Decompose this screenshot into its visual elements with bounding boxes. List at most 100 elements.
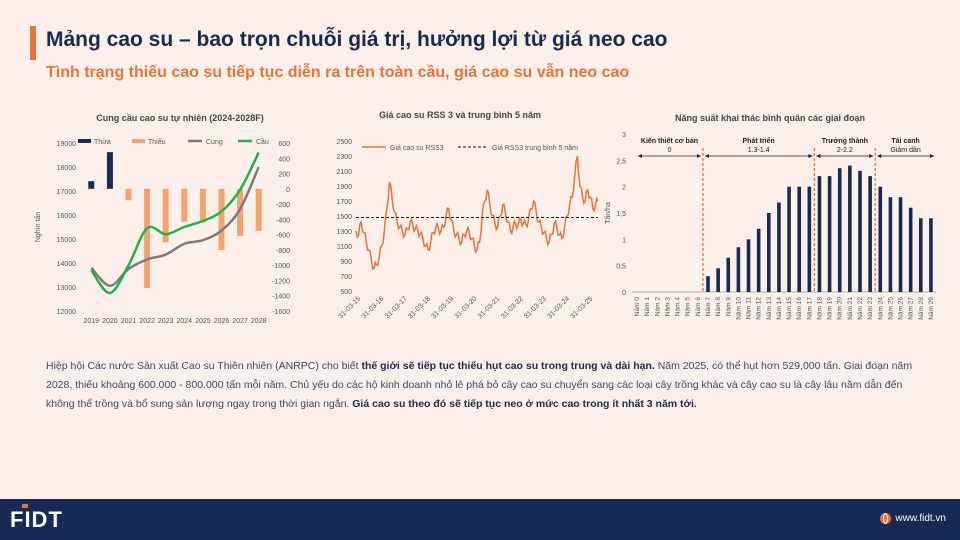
x-tick-label: 31-03-25 bbox=[570, 295, 595, 320]
x-tick-label: 2024 bbox=[177, 318, 193, 325]
website-link[interactable]: www.fidt.vn bbox=[880, 513, 946, 524]
yield-bar bbox=[716, 268, 720, 292]
y-axis-label: Nghìn tấn bbox=[33, 212, 42, 242]
y-tick-label: 1500 bbox=[336, 214, 352, 221]
x-tick-label: 31-03-20 bbox=[454, 295, 479, 320]
x-tick-label: 2020 bbox=[102, 318, 118, 325]
left-tick-label: 13000 bbox=[57, 285, 77, 292]
x-tick-label: 2021 bbox=[121, 318, 137, 325]
x-tick-label: Năm 7 bbox=[705, 297, 712, 317]
x-tick-label: 31-03-23 bbox=[523, 295, 548, 320]
x-tick-label: 31-03-19 bbox=[430, 295, 455, 320]
yield-bar bbox=[746, 239, 751, 292]
body-text-2: Năm 2025, có thể hụt hơn 529,000 tấn. Gi… bbox=[46, 360, 913, 410]
deficit-bar bbox=[181, 188, 188, 222]
y-axis-label: Tấn/ha bbox=[603, 202, 612, 224]
x-tick-label: Năm 4 bbox=[675, 297, 682, 317]
x-tick-label: 2028 bbox=[251, 318, 267, 325]
x-tick-label: Năm 14 bbox=[776, 297, 783, 320]
x-tick-label: Năm 23 bbox=[867, 297, 874, 320]
legend-label: Giá cao su RSS3 bbox=[390, 145, 444, 152]
y-tick-label: 1700 bbox=[336, 199, 352, 206]
x-tick-label: Năm 5 bbox=[685, 297, 692, 317]
y-tick-label: 2300 bbox=[336, 154, 352, 161]
y-tick-label: 1900 bbox=[336, 184, 352, 191]
x-tick-label: Năm 28 bbox=[918, 297, 925, 320]
yield-bar bbox=[807, 186, 812, 292]
y-tick-label: 2500 bbox=[336, 139, 352, 146]
x-tick-label: Năm 19 bbox=[827, 297, 834, 320]
right-tick-label: -1200 bbox=[272, 278, 290, 285]
rss3-price-line bbox=[355, 155, 599, 270]
surplus-bar bbox=[88, 181, 95, 189]
yield-bar bbox=[858, 170, 862, 292]
yield-bar bbox=[736, 247, 741, 292]
x-tick-label: Năm 26 bbox=[898, 297, 905, 320]
supply-demand-chart: 12000 13000 14000 15000 16000 17000 18000 19000… bbox=[33, 137, 290, 325]
globe-icon bbox=[880, 513, 892, 524]
left-tick-label: 17000 bbox=[57, 189, 77, 196]
legend-label: Cung bbox=[206, 139, 223, 146]
x-tick-label: 2023 bbox=[158, 318, 174, 325]
yield-bar bbox=[797, 186, 801, 292]
yield-bar bbox=[777, 202, 781, 292]
page-subtitle: Tình trạng thiếu cao su tiếp tục diễn ra… bbox=[46, 64, 630, 81]
demand-line bbox=[90, 152, 260, 295]
y-tick-label: 1100 bbox=[337, 244, 352, 251]
page-title: Mảng cao su – bao trọn chuỗi giá trị, hư… bbox=[46, 28, 668, 51]
title-accent-bar bbox=[30, 26, 36, 60]
deficit-bar bbox=[218, 188, 225, 250]
x-tick-label: Năm 10 bbox=[735, 297, 742, 320]
deficit-bar bbox=[162, 188, 169, 243]
x-tick-label: Năm 9 bbox=[725, 297, 732, 317]
right-tick-label: 0 bbox=[286, 187, 290, 194]
x-tick-label: Năm 11 bbox=[746, 297, 753, 320]
x-tick-label: 2026 bbox=[214, 318, 230, 325]
x-tick-label: 31-03-22 bbox=[500, 295, 525, 320]
yield-bar bbox=[837, 168, 842, 292]
body-bold-1: thế giới sẽ tiếp tục thiếu hụt cao su tr… bbox=[361, 360, 655, 372]
x-tick-label: Năm 8 bbox=[715, 297, 722, 317]
y-tick-label: 1,5 bbox=[616, 211, 626, 218]
x-tick-label: Năm 12 bbox=[756, 297, 763, 320]
y-tick-label: 700 bbox=[340, 274, 352, 281]
x-tick-label: Năm 20 bbox=[837, 297, 844, 320]
x-tick-label: Năm 25 bbox=[887, 297, 894, 320]
body-bold-2: Giá cao su theo đó sẽ tiếp tục neo ở mức… bbox=[352, 398, 697, 410]
x-tick-label: 31-03-18 bbox=[407, 295, 432, 320]
right-tick-label: 400 bbox=[278, 156, 290, 163]
x-tick-label: 2027 bbox=[232, 318, 248, 325]
legend-label: Giá RSS3 trung bình 5 năm bbox=[492, 145, 578, 152]
x-tick-label: Năm 13 bbox=[766, 297, 773, 320]
right-tick-label: -800 bbox=[276, 248, 290, 255]
legend-label: Cầu bbox=[256, 137, 269, 146]
phase-value: 2-2.2 bbox=[837, 147, 853, 154]
body-paragraph: Hiệp hội Các nước Sản xuất Cao su Thiên … bbox=[46, 357, 916, 414]
phase-name: Trưởng thành bbox=[822, 138, 868, 145]
left-tick-label: 14000 bbox=[57, 261, 77, 268]
body-text-1: Hiệp hội Các nước Sản xuất Cao su Thiên … bbox=[46, 360, 362, 372]
right-tick-label: -1600 bbox=[272, 309, 290, 316]
phase-arrow-right bbox=[869, 154, 874, 158]
phase-arrow-right bbox=[930, 154, 934, 158]
right-tick-label: -1400 bbox=[272, 294, 290, 301]
y-tick-label: 500 bbox=[340, 289, 352, 296]
x-tick-label: Năm 6 bbox=[695, 297, 702, 317]
y-tick-label: 3 bbox=[622, 132, 626, 139]
yield-bar bbox=[929, 218, 933, 292]
x-tick-label: Năm 15 bbox=[786, 297, 793, 320]
x-tick-label: Năm 29 bbox=[928, 297, 935, 320]
website-text: www.fidt.vn bbox=[895, 513, 946, 524]
chart3-title: Năng suất khai thác bình quân các giai đ… bbox=[674, 113, 866, 123]
yield-bar bbox=[848, 165, 852, 292]
footer-bar: FIDT www.fidt.vn bbox=[0, 499, 960, 540]
yield-by-stage-chart: 0 0,5 1 1,5 2 2,5 3 Tấn/ha Năm 0 Năm 1 Năm 2 Năm 3 N… bbox=[603, 132, 936, 320]
phase-arrow-right bbox=[696, 154, 701, 158]
y-tick-label: 2,5 bbox=[616, 158, 626, 165]
phase-value: Giảm dần bbox=[890, 145, 920, 154]
left-tick-label: 19000 bbox=[57, 141, 77, 148]
fidt-logo: FIDT bbox=[10, 507, 63, 532]
x-tick-label: Năm 24 bbox=[877, 297, 884, 320]
x-tick-label: Năm 21 bbox=[847, 297, 854, 320]
legend-label: Thiếu bbox=[148, 137, 166, 146]
